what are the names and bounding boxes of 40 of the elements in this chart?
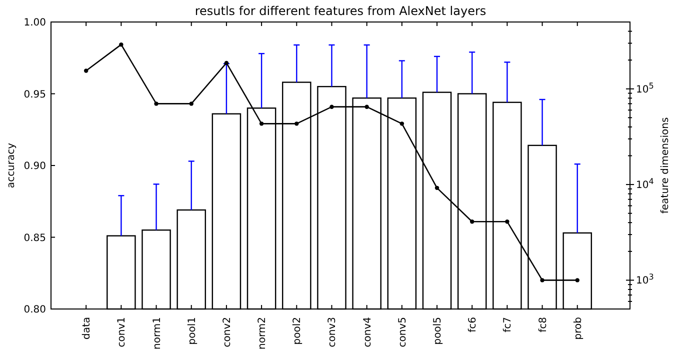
- point: [400, 122, 404, 126]
- y-tick-label: 0.85: [24, 232, 46, 244]
- chart-title: resutls for different features from AlexNet layers: [194, 4, 486, 18]
- y-tick-label: 0.95: [24, 89, 46, 100]
- x-tick-label: fc7: [502, 317, 514, 332]
- x-tick-label: conv5: [397, 317, 408, 348]
- x-tick-label: fc6: [468, 317, 479, 332]
- x-tick-label: pool1: [186, 317, 198, 345]
- x-tick-label: fc8: [538, 317, 549, 332]
- y2-tick-label: 10$^{3}$: [636, 272, 654, 287]
- point: [84, 68, 88, 73]
- x-tick-label: norm2: [257, 317, 268, 350]
- point: [189, 102, 194, 106]
- x-tick-label: data: [82, 317, 93, 340]
- y-tick-label: 1.00: [24, 18, 46, 28]
- y-tick-label: 0.90: [24, 161, 46, 172]
- point: [470, 220, 474, 224]
- x-tick-label: conv1: [116, 317, 128, 348]
- y2-tick-label: 10$^{5}$: [636, 80, 654, 96]
- point: [540, 278, 544, 282]
- point: [330, 104, 334, 109]
- point: [294, 122, 299, 126]
- x-tick-label: prob: [572, 317, 584, 340]
- y-axis-title: accuracy: [6, 142, 17, 188]
- y2-axis-title: feature dimensions: [660, 117, 671, 214]
- point: [505, 220, 510, 224]
- point: [434, 186, 440, 190]
- x-tick-label: norm1: [152, 317, 163, 350]
- point: [154, 102, 158, 106]
- y-tick-label: 0.80: [24, 304, 46, 316]
- point: [575, 278, 580, 282]
- x-tick-label: conv2: [222, 317, 233, 348]
- point: [364, 104, 369, 109]
- x-tick-label: pool5: [432, 317, 444, 345]
- point: [259, 122, 264, 126]
- x-tick-label: conv4: [362, 317, 374, 348]
- x-tick-label: pool2: [292, 317, 304, 345]
- y2-tick-label: 10$^{4}$: [636, 176, 654, 192]
- x-tick-label: conv3: [327, 317, 338, 348]
- point: [119, 42, 124, 47]
